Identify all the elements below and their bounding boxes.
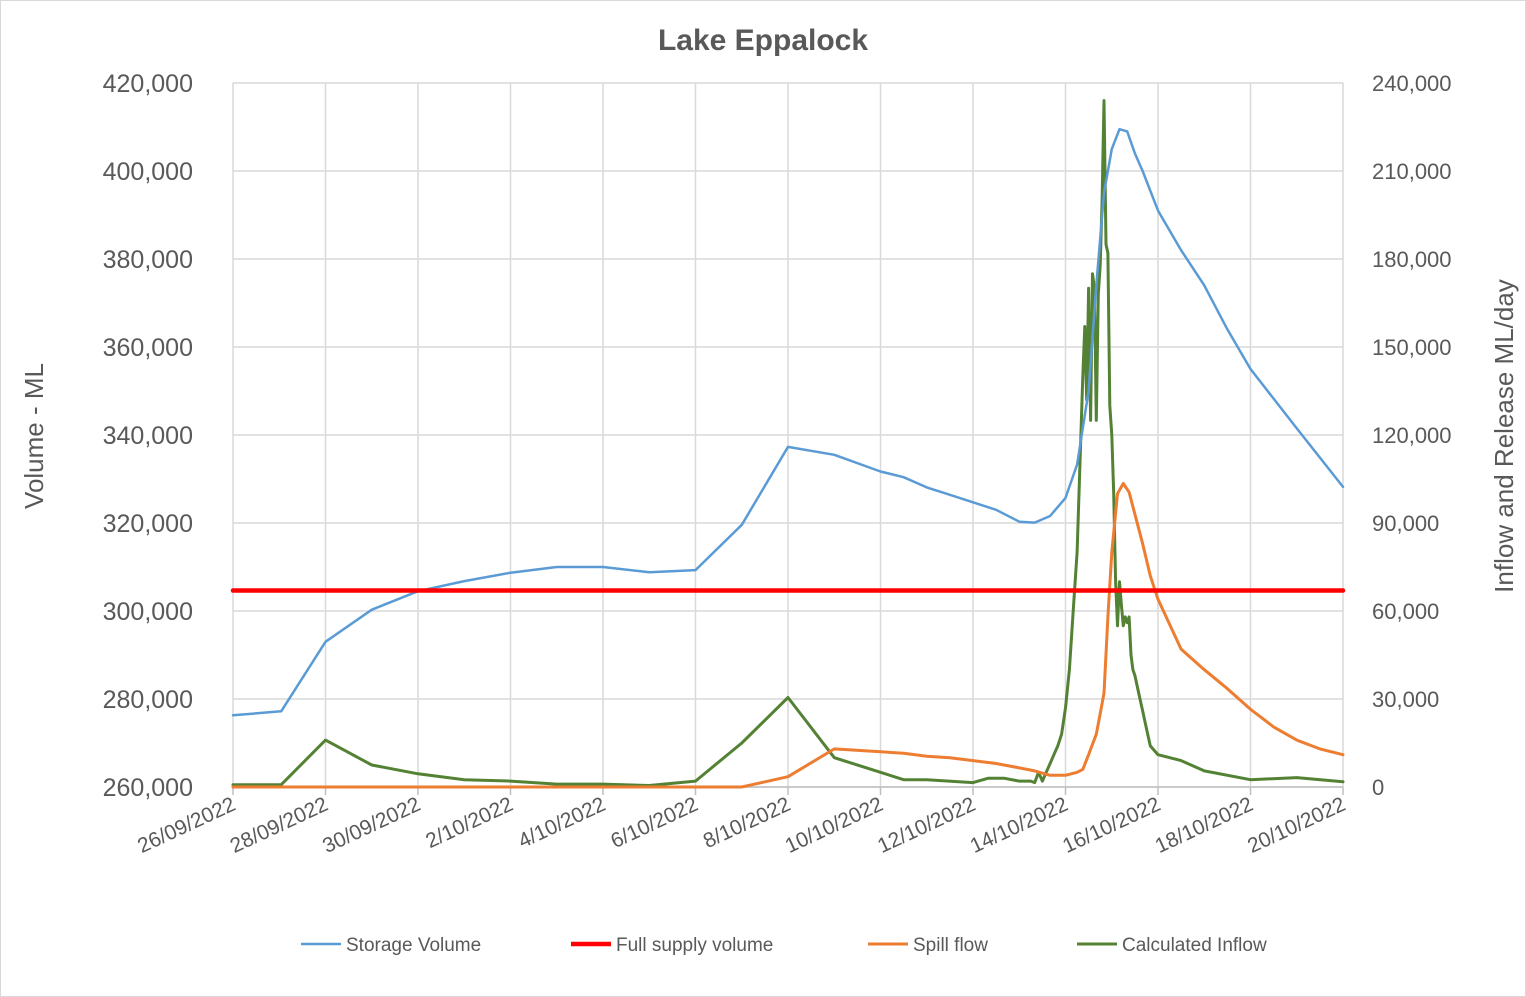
y-right-tick-label: 240,000 (1372, 71, 1452, 96)
legend-label: Full supply volume (616, 935, 773, 956)
x-tick-label: 12/10/2022 (874, 793, 979, 858)
y-right-tick-label: 180,000 (1372, 247, 1452, 272)
y-left-tick-label: 300,000 (103, 598, 193, 626)
chart-title: Lake Eppalock (658, 24, 868, 57)
x-axis-ticks: 26/09/202228/09/202230/09/20222/10/20224… (134, 793, 1349, 858)
y-axis-left-title: Volume - ML (19, 363, 49, 509)
legend-label: Spill flow (913, 935, 988, 956)
y-left-tick-label: 420,000 (103, 70, 193, 98)
series-line-spill-flow (231, 481, 1345, 789)
x-tick-label: 4/10/2022 (515, 793, 609, 853)
y-right-tick-label: 120,000 (1372, 423, 1452, 448)
series-layer (230, 99, 1346, 789)
x-tick-label: 8/10/2022 (700, 793, 794, 853)
legend-label: Storage Volume (346, 935, 481, 956)
y-left-tick-label: 360,000 (103, 334, 193, 362)
legend-label: Calculated Inflow (1122, 935, 1267, 956)
y-left-tick-label: 380,000 (103, 246, 193, 274)
x-tick-label: 6/10/2022 (607, 793, 701, 853)
x-tick-label: 16/10/2022 (1059, 793, 1164, 858)
series-line-storage-volume (231, 127, 1345, 717)
y-left-tick-label: 320,000 (103, 510, 193, 538)
y-right-tick-label: 30,000 (1372, 687, 1439, 712)
y-right-tick-label: 150,000 (1372, 335, 1452, 360)
y-left-tick-label: 260,000 (103, 774, 193, 802)
x-tick-label: 26/09/2022 (134, 793, 239, 858)
x-tick-label: 2/10/2022 (422, 793, 516, 853)
x-tick-label: 14/10/2022 (967, 793, 1072, 858)
y-right-tick-label: 60,000 (1372, 599, 1439, 624)
y-axis-left-ticks: 260,000 280,000 300,000 320,000 340,000 360,0… (103, 70, 193, 802)
x-tick-label: 20/10/2022 (1244, 793, 1349, 858)
y-right-tick-label: 90,000 (1372, 511, 1439, 536)
x-tick-label: 30/09/2022 (319, 793, 424, 858)
y-left-tick-label: 400,000 (103, 158, 193, 186)
legend: Storage Volume Full supply volume Spill fl… (301, 935, 1267, 956)
x-tick-label: 10/10/2022 (782, 793, 887, 858)
y-left-tick-label: 340,000 (103, 422, 193, 450)
y-left-tick-label: 280,000 (103, 686, 193, 714)
x-tick-label: 28/09/2022 (227, 793, 332, 858)
series-line-calculated-inflow (231, 99, 1345, 787)
x-tick-label: 18/10/2022 (1152, 793, 1257, 858)
y-axis-right-ticks: 0 30,000 60,000 90,000 120,000 150,000 180,000… (1372, 71, 1452, 800)
y-right-tick-label: 0 (1372, 775, 1384, 800)
y-right-tick-label: 210,000 (1372, 159, 1452, 184)
y-axis-right-title: Inflow and Release ML/day (1489, 279, 1519, 593)
